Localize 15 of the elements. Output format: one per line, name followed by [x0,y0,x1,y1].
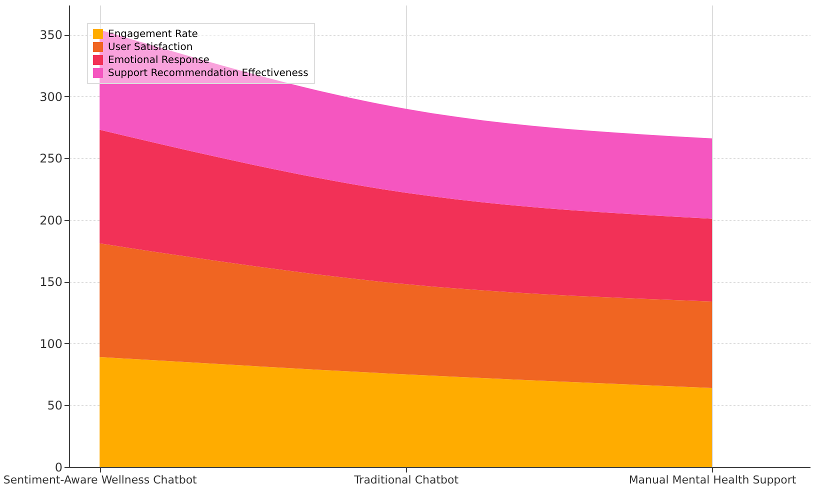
x-tick-label: Traditional Chatbot [353,474,460,486]
y-tick-label: 250 [40,152,62,166]
y-tick-label: 200 [40,213,62,228]
legend-label: Support Recommendation Effectiveness [108,68,308,79]
y-tick-label: 150 [40,275,62,290]
y-tick-label: 0 [54,460,62,474]
x-tick-label: Manual Mental Health Support [628,474,797,486]
y-tick-label: 300 [40,90,62,104]
y-tick-label: 350 [40,28,62,42]
y-tick-label: 50 [47,398,62,413]
x-tick-label: Sentiment-Aware Wellness Chatbot [3,474,198,486]
legend-label: Emotional Response [108,55,210,66]
legend-label: Engagement Rate [108,29,198,40]
y-tick-label: 100 [40,336,62,351]
legend-label: User Satisfaction [108,42,193,53]
